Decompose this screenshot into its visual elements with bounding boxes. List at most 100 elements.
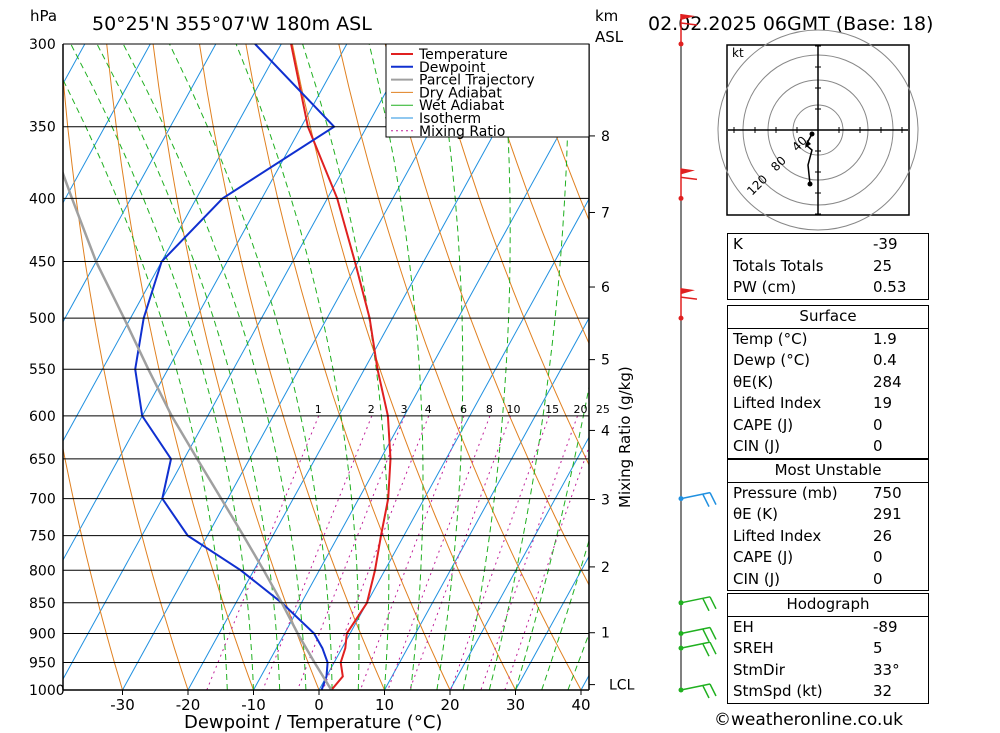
wind-barb-flag [681, 14, 695, 20]
dry-adiabat-line [431, 44, 589, 466]
index-label: Dewp (°C) [733, 351, 811, 369]
index-label: θE (K) [733, 505, 778, 523]
series-layer [63, 44, 392, 690]
index-value: 0.53 [873, 278, 907, 296]
x-tick-label: -20 [176, 696, 201, 714]
dry-adiabat-line [152, 44, 320, 690]
wind-barb-shaft [680, 626, 711, 635]
wind-barb-shaft [680, 683, 711, 691]
isotherm-line [63, 44, 217, 323]
wet-adiabat-line [122, 44, 307, 690]
index-row: SREH 5 [728, 638, 928, 660]
km-tick-label: 3 [601, 492, 610, 508]
x-tick-label: 40 [571, 696, 590, 714]
x-axis-label: Dewpoint / Temperature (°C) [184, 712, 442, 733]
index-value: 0 [873, 569, 883, 588]
wind-profile [678, 14, 717, 699]
x-tick-label: -30 [110, 696, 135, 714]
index-label: CAPE (J) [733, 415, 794, 434]
mixing-ratio-tick-label: 2 [368, 403, 375, 416]
legend-label: Temperature [418, 47, 508, 63]
mixing-ratio-line [409, 415, 511, 690]
wind-barb-tick [702, 598, 710, 612]
unstable-title: Most Unstable [728, 460, 928, 483]
indices-surface: Surface Temp (°C) 1.9 Dewp (°C) 0.4 θE(K) 284… [727, 305, 929, 459]
index-label: K [733, 235, 743, 253]
index-value: 750 [873, 483, 902, 502]
index-value: 1.9 [873, 329, 897, 348]
mixing-ratio-tick-label: 20 [573, 403, 587, 416]
index-value: 284 [873, 372, 902, 391]
index-label: CAPE (J) [733, 548, 794, 566]
wind-barb-tick [680, 176, 698, 181]
indices-hodograph: Hodograph EH -89 SREH 5 StmDir 33° StmSpd (kt)… [727, 593, 929, 704]
pressure-tick-label: 350 [29, 120, 56, 136]
index-value: 291 [873, 505, 902, 523]
index-value: 5 [873, 639, 883, 657]
wind-barb-tick [702, 643, 710, 657]
mixing-ratio-line [262, 415, 373, 690]
pressure-tick-label: 850 [29, 596, 56, 612]
mixing-ratio-line [322, 415, 430, 690]
pressure-tick-label: 400 [29, 191, 56, 207]
location-title: 50°25'N 355°07'W 180m ASL [92, 13, 372, 35]
wind-barb-tick [709, 683, 717, 697]
pressure-tick-label: 1000 [29, 683, 65, 699]
wind-barb-tick [709, 596, 717, 610]
index-row: CAPE (J) 0 [728, 547, 928, 569]
axes: 1 2 3 4 6 8 10 15 20 2530035040045050055060065070… [29, 37, 635, 714]
mixing-ratio-tick-label: 15 [545, 403, 559, 416]
x-tick-label: 10 [375, 696, 394, 714]
mixing-ratio-line [359, 415, 465, 690]
index-row: K -39 [728, 234, 928, 256]
wind-barb-tick [702, 685, 710, 699]
index-row: CIN (J) 0 [728, 569, 928, 591]
pressure-tick-label: 450 [29, 255, 56, 271]
pressure-tick-label: 650 [29, 452, 56, 468]
wind-barb-tick [709, 492, 717, 505]
index-value: 25 [873, 256, 893, 275]
dry-adiabat-line [291, 44, 516, 690]
wind-barb-tick [702, 494, 710, 507]
isotherm-line [63, 44, 348, 562]
index-label: CIN (J) [733, 569, 781, 588]
index-label: θE(K) [733, 372, 774, 391]
km-tick-label: 6 [601, 280, 610, 296]
hodograph-title: Hodograph [728, 594, 928, 617]
index-row: Temp (°C) 1.9 [728, 329, 928, 351]
km-tick-label: 7 [601, 205, 610, 221]
isotherm-line [63, 44, 151, 204]
wind-barb-tick [680, 296, 698, 300]
pressure-tick-label: 550 [29, 362, 56, 378]
index-row: PW (cm) 0.53 [728, 277, 928, 299]
index-value: 32 [873, 682, 893, 700]
dry-adiabat-line [477, 44, 589, 345]
isotherm-line [253, 78, 589, 690]
mixing-ratio-line [206, 415, 320, 690]
index-label: Temp (°C) [733, 329, 808, 348]
km-tick-label: 5 [601, 353, 610, 369]
index-value: 26 [873, 526, 893, 545]
mixing-ratio-axis-label: Mixing Ratio (g/kg) [616, 366, 634, 508]
index-value: 33° [873, 660, 900, 679]
hodograph-ring [717, 29, 919, 231]
index-label: Lifted Index [733, 394, 822, 412]
indices-general: K -39 Totals Totals 25 PW (cm) 0.53 [727, 233, 929, 300]
lcl-label: LCL [609, 678, 635, 694]
index-label: CIN (J) [733, 437, 781, 455]
x-tick-label: -10 [241, 696, 266, 714]
hodograph-point [807, 181, 813, 187]
wet-adiabat-line [235, 44, 360, 690]
wind-barb-flag [681, 288, 695, 295]
isotherm-line [0, 44, 19, 690]
pressure-unit: hPa [30, 7, 57, 25]
legend-label: Parcel Trajectory [419, 73, 535, 89]
index-row: CAPE (J) 0 [728, 415, 928, 437]
wind-barb-shaft [680, 491, 711, 500]
index-row: Lifted Index 19 [728, 393, 928, 415]
hodograph-unit: kt [732, 46, 744, 60]
hodograph-point [809, 131, 815, 137]
mixing-ratio-tick-label: 6 [460, 403, 467, 416]
indices-most-unstable: Most Unstable Pressure (mb) 750 θE (K) 291 L… [727, 459, 929, 591]
